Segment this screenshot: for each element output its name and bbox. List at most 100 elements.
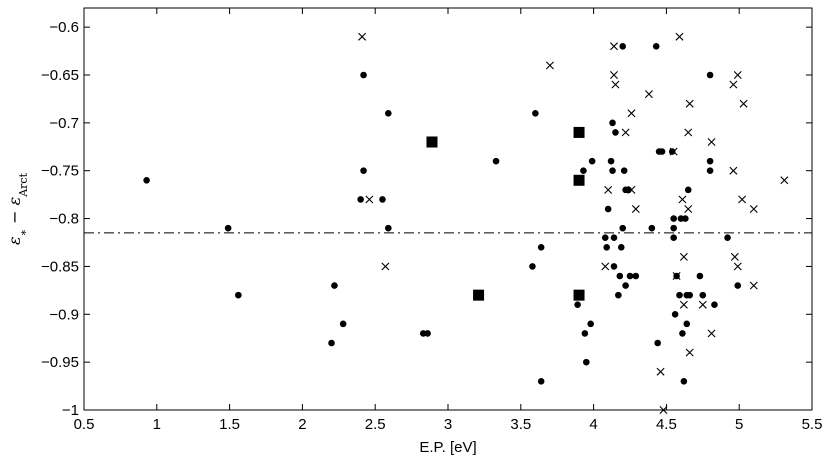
dot-point — [532, 109, 539, 117]
square-point — [426, 136, 438, 148]
dot-point — [607, 157, 615, 165]
dot-point — [670, 234, 677, 242]
x-ticks: 0.5 1 1.5 2 2.5 3 3.5 4 4.5 5 5.5 — [74, 8, 822, 433]
cross-point — [644, 90, 653, 99]
cross-point — [627, 185, 636, 194]
x-tick-label: 3 — [444, 416, 452, 433]
cross-point — [738, 195, 747, 204]
dot-point — [583, 358, 590, 366]
dot-point — [604, 205, 612, 213]
cross-point — [675, 32, 684, 41]
dot-point — [424, 330, 431, 337]
x-tick-label: 0.5 — [74, 416, 95, 433]
dot-point — [360, 71, 367, 79]
y-tick-label: −0.65 — [41, 67, 79, 84]
cross-point — [627, 109, 636, 118]
dot-point — [683, 320, 691, 328]
cross-point — [698, 300, 707, 309]
dot-point — [385, 109, 392, 117]
y-tick-label: −0.95 — [41, 354, 79, 371]
dot-point — [648, 224, 656, 232]
cross-point — [729, 166, 738, 175]
cross-point — [733, 71, 742, 79]
dot-point — [617, 243, 625, 251]
dot-point — [706, 157, 714, 165]
x-tick-label: 1.5 — [219, 416, 240, 433]
x-tick-label: 5 — [735, 416, 743, 433]
cross-point — [601, 262, 610, 271]
square-point — [573, 174, 585, 186]
dot-point — [601, 234, 609, 242]
dot-point — [492, 157, 500, 165]
dot-point — [619, 42, 627, 50]
y-tick-label: −0.6 — [49, 19, 79, 36]
dot-point — [696, 272, 704, 280]
cross-point — [365, 195, 374, 204]
cross-point — [729, 80, 738, 89]
dot-point — [235, 291, 242, 299]
y-label-minus: − — [5, 205, 24, 229]
cross-point — [611, 80, 620, 89]
dot-point — [580, 167, 587, 175]
cross-point — [631, 205, 640, 213]
cross-point — [609, 71, 618, 79]
dot-point — [652, 42, 660, 50]
dot-point — [612, 129, 619, 136]
dot-point — [619, 224, 627, 232]
dot-point — [724, 234, 731, 242]
dot-point — [537, 377, 545, 385]
y-label-epsilon: ε — [5, 197, 24, 206]
cross-point — [739, 99, 748, 108]
dot-point — [379, 196, 386, 203]
dot-point — [224, 224, 232, 232]
dot-point — [671, 310, 679, 318]
square-point — [473, 289, 485, 301]
square-point — [573, 126, 585, 138]
y-tick-label: −0.7 — [49, 115, 79, 132]
dot-point — [588, 157, 596, 165]
dot-point — [143, 176, 150, 184]
cross-point — [749, 281, 758, 290]
dot-point — [360, 167, 367, 175]
dot-point — [357, 196, 364, 203]
dot-point — [626, 272, 634, 280]
dot-point — [680, 377, 688, 385]
dot-point — [699, 291, 707, 299]
dot-point — [711, 301, 718, 309]
dot-point — [529, 263, 536, 270]
cross-point — [656, 367, 665, 376]
dot-point — [574, 301, 581, 309]
x-tick-label: 2 — [298, 416, 306, 433]
x-axis-label: E.P. [eV] — [419, 439, 476, 456]
dot-point — [658, 148, 666, 155]
dot-point — [610, 234, 618, 242]
cross-point — [707, 138, 716, 146]
dot-point — [331, 282, 338, 289]
cross-point — [621, 128, 630, 137]
dot-point — [668, 148, 676, 155]
dot-point — [615, 291, 622, 299]
dot-point — [670, 215, 677, 222]
dot-point — [385, 224, 392, 232]
dot-point — [616, 272, 624, 280]
dot-point — [670, 224, 677, 232]
y-ticks: −1 −0.95 −0.9 −0.85 −0.8 −0.75 −0.7 −0.65 −0.6 — [41, 19, 812, 419]
cross-point — [609, 42, 618, 51]
cross-point — [685, 99, 694, 108]
cross-point — [672, 272, 681, 280]
data-marks — [143, 32, 789, 414]
cross-point — [358, 32, 367, 41]
dot-point — [581, 330, 589, 337]
cross-point — [679, 252, 688, 261]
cross-point — [669, 147, 678, 156]
cross-point — [685, 348, 694, 357]
square-point — [573, 289, 585, 301]
x-tick-label: 2.5 — [365, 416, 386, 433]
y-tick-label: −0.75 — [41, 163, 79, 180]
cross-point — [545, 61, 554, 70]
dot-point — [620, 167, 628, 175]
plot-frame — [83, 7, 813, 411]
dot-point — [609, 119, 616, 127]
y-label-epsilon: ε — [5, 236, 24, 245]
